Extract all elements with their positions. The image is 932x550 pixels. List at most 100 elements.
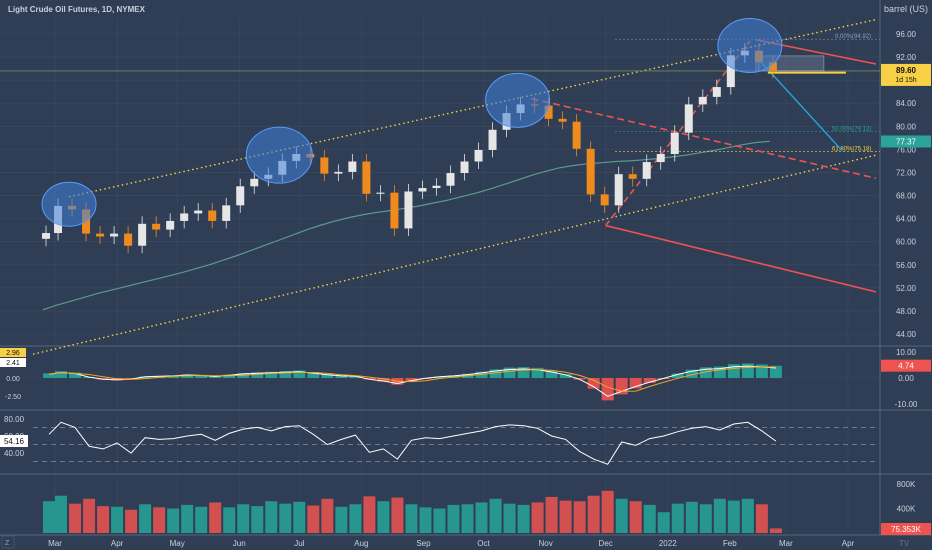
volume-bar — [601, 490, 614, 533]
candle-body — [642, 162, 651, 179]
volume-bar — [335, 506, 348, 533]
highlight-circle-2 — [245, 126, 313, 184]
volume-bar — [195, 506, 208, 533]
volume-bar — [97, 506, 110, 533]
candle-body — [614, 174, 623, 206]
volume-bar — [545, 496, 558, 533]
price-tick-label: 80.00 — [896, 122, 917, 131]
highlight-circle-3 — [485, 72, 551, 128]
candle-body — [572, 121, 581, 149]
volume-value-tag — [881, 523, 931, 535]
volume-bar — [531, 502, 544, 533]
candle — [208, 203, 217, 229]
candle — [614, 166, 623, 213]
macd-bar — [587, 378, 600, 389]
x-tick-label: Apr — [111, 539, 124, 548]
candle-body — [348, 161, 357, 172]
x-tick-label: May — [170, 539, 185, 548]
price-tick-label: 76.00 — [896, 145, 917, 154]
candle-body — [320, 157, 329, 174]
candle — [222, 197, 231, 229]
x-tick-label: Apr — [842, 539, 855, 548]
macd-left-label: 2.41 — [6, 360, 20, 367]
volume-bar — [69, 503, 82, 533]
candle — [600, 186, 609, 213]
candle — [180, 205, 189, 229]
candle — [656, 146, 665, 170]
price-tick-label: 96.00 — [896, 30, 917, 39]
volume-bar — [181, 504, 194, 533]
volume-bar — [363, 496, 376, 533]
candle-body — [180, 213, 189, 221]
candle-body — [166, 220, 175, 230]
candle-body — [222, 205, 231, 221]
support-trendline — [605, 40, 751, 227]
candle — [236, 178, 245, 213]
ma-price-tag — [881, 135, 931, 148]
macd-bar — [265, 371, 278, 378]
macd-bar — [769, 365, 782, 378]
candle — [42, 225, 51, 247]
macd-bar — [293, 370, 306, 378]
candle-body — [42, 233, 51, 239]
macd-bar — [545, 370, 558, 378]
macd-left-tag-1 — [0, 348, 26, 357]
volume-bar — [307, 505, 320, 533]
macd-bar — [139, 376, 152, 378]
candle — [334, 164, 343, 182]
volume-bar — [419, 507, 432, 533]
z-button[interactable]: Z — [1, 535, 15, 549]
volume-bar — [265, 501, 278, 533]
price-tick-label: 48.00 — [896, 307, 917, 316]
fib-label-0: 0.00%(94.92) — [835, 34, 871, 40]
target-trendline — [605, 224, 877, 293]
macd-bar — [195, 374, 208, 378]
macd-left-label: -2.50 — [5, 394, 21, 401]
candle — [320, 149, 329, 182]
macd-bar — [377, 378, 390, 382]
candle-body — [432, 185, 441, 189]
volume-bar — [223, 507, 236, 533]
candle-body — [726, 55, 735, 88]
volume-tick-label: 400K — [897, 505, 916, 514]
unit-label: barrel (US) — [884, 4, 928, 14]
volume-bar — [503, 503, 516, 533]
macd-bar — [559, 374, 572, 378]
candle — [572, 114, 581, 157]
candle-body — [110, 233, 119, 237]
candle-body — [600, 194, 609, 206]
macd-bar — [531, 367, 544, 378]
candle — [488, 122, 497, 158]
macd-bar — [433, 376, 446, 378]
candle — [362, 154, 371, 202]
volume-panel — [43, 490, 782, 533]
volume-bar — [377, 501, 390, 533]
candle-body — [390, 192, 399, 229]
volume-bar — [447, 504, 460, 533]
rsi-tick-label: 40.00 — [4, 449, 25, 458]
candle-body — [558, 118, 567, 122]
volume-bar — [83, 498, 96, 533]
macd-left-label: 2.96 — [6, 350, 20, 357]
candle — [250, 171, 259, 194]
candle-body — [334, 171, 343, 174]
x-tick-label: Aug — [354, 539, 368, 548]
price-tick-label: 44.00 — [896, 330, 917, 339]
macd-tick-label: 0.00 — [898, 374, 914, 383]
projection-line — [761, 62, 843, 152]
candle — [110, 226, 119, 244]
candle — [712, 79, 721, 105]
macd-bar — [671, 373, 684, 378]
macd-bar — [363, 378, 376, 380]
current-price-tag — [881, 63, 931, 86]
candle-body — [152, 223, 161, 230]
fib-label-50: 50.00%(79.13) — [832, 126, 871, 132]
volume-bar — [167, 508, 180, 533]
volume-bar — [279, 503, 292, 533]
volume-bar — [405, 504, 418, 533]
candle — [642, 154, 651, 187]
candle-body — [376, 192, 385, 194]
candle-body — [124, 233, 133, 246]
